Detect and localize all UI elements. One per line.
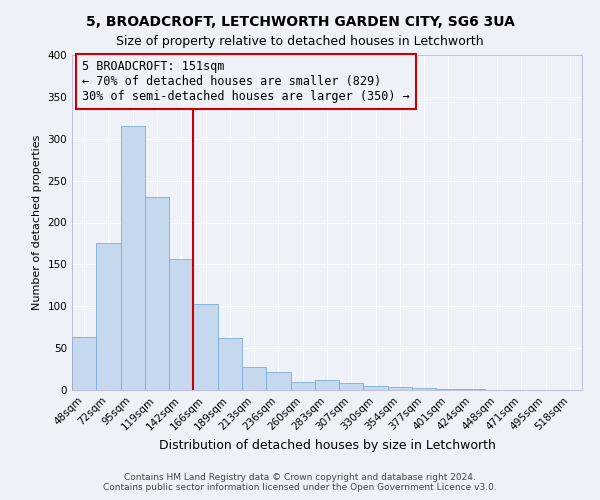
X-axis label: Distribution of detached houses by size in Letchworth: Distribution of detached houses by size … <box>158 438 496 452</box>
Bar <box>339 384 364 390</box>
Bar <box>461 389 485 390</box>
Text: Contains HM Land Registry data © Crown copyright and database right 2024.
Contai: Contains HM Land Registry data © Crown c… <box>103 473 497 492</box>
Bar <box>218 338 242 390</box>
Bar <box>364 386 388 390</box>
Y-axis label: Number of detached properties: Number of detached properties <box>32 135 42 310</box>
Bar <box>169 258 193 390</box>
Text: Size of property relative to detached houses in Letchworth: Size of property relative to detached ho… <box>116 35 484 48</box>
Bar <box>266 372 290 390</box>
Bar <box>96 244 121 390</box>
Bar <box>412 388 436 390</box>
Bar <box>193 304 218 390</box>
Bar <box>388 388 412 390</box>
Text: 5, BROADCROFT, LETCHWORTH GARDEN CITY, SG6 3UA: 5, BROADCROFT, LETCHWORTH GARDEN CITY, S… <box>86 15 514 29</box>
Text: 5 BROADCROFT: 151sqm
← 70% of detached houses are smaller (829)
30% of semi-deta: 5 BROADCROFT: 151sqm ← 70% of detached h… <box>82 60 410 103</box>
Bar <box>315 380 339 390</box>
Bar <box>72 337 96 390</box>
Bar <box>121 126 145 390</box>
Bar <box>436 389 461 390</box>
Bar <box>290 382 315 390</box>
Bar <box>145 198 169 390</box>
Bar <box>242 368 266 390</box>
